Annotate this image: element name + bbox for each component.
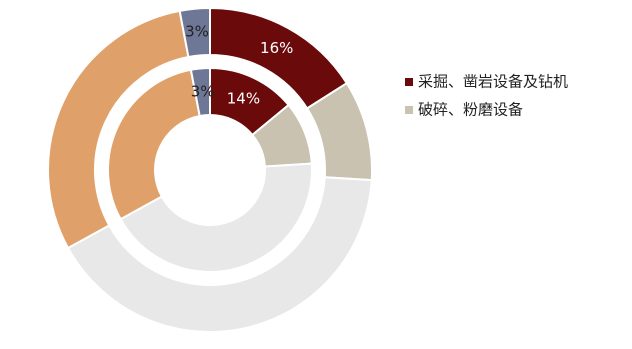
legend-label: 破碎、粉磨设备: [418, 101, 523, 119]
data-label: 16%: [260, 39, 293, 57]
legend-swatch: [405, 78, 413, 86]
data-label: 3%: [191, 82, 215, 100]
legend-label: 采掘、凿岩设备及钻机: [418, 73, 568, 91]
donut-segment: [119, 162, 313, 273]
donut-segment: [66, 176, 373, 333]
data-label: 3%: [185, 23, 209, 41]
data-label: 14%: [227, 89, 260, 107]
donut-segment: [178, 6, 211, 59]
donut-segment: [189, 66, 211, 118]
donut-segment: [107, 68, 201, 221]
legend-swatch: [405, 106, 413, 114]
